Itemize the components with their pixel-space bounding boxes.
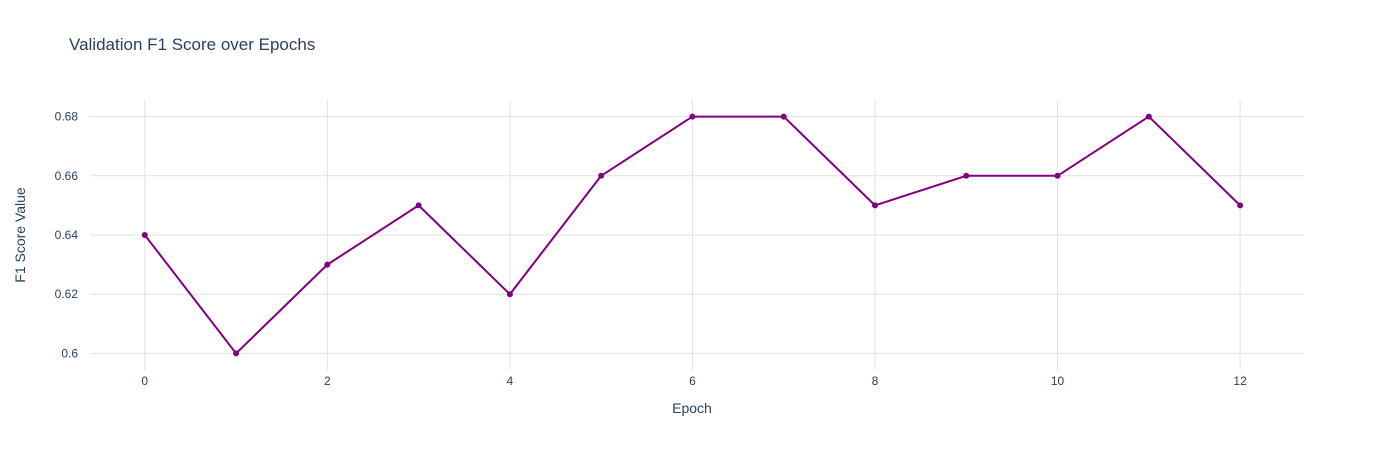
- x-tick-label: 2: [324, 374, 331, 388]
- data-point: [598, 172, 605, 179]
- chart-title: Validation F1 Score over Epochs: [69, 35, 315, 54]
- data-point: [689, 113, 696, 120]
- data-point: [871, 202, 878, 209]
- data-point: [141, 232, 148, 238]
- data-point: [1237, 202, 1244, 209]
- x-axis-title: Epoch: [672, 400, 712, 416]
- x-tick-label: 10: [1051, 374, 1065, 388]
- x-tick-label: 0: [141, 374, 148, 388]
- grid-lines: [90, 100, 1304, 370]
- y-tick-label: 0.6: [61, 346, 78, 360]
- data-point: [415, 202, 422, 209]
- x-tick-label: 4: [507, 374, 514, 388]
- y-axis-title: F1 Score Value: [12, 187, 28, 283]
- data-point: [1054, 172, 1061, 179]
- data-point: [1145, 113, 1152, 120]
- y-tick-label: 0.68: [55, 110, 79, 124]
- data-point: [780, 113, 787, 120]
- data-point: [233, 350, 240, 357]
- y-axis-ticks: 0.6 0.62 0.64 0.66 0.68: [55, 110, 79, 361]
- y-tick-label: 0.62: [55, 287, 79, 301]
- data-point: [324, 261, 331, 268]
- x-tick-label: 6: [689, 374, 696, 388]
- series-layer: [141, 113, 1244, 357]
- x-axis-ticks: 0 2 4 6 8 10 12: [141, 374, 1247, 388]
- data-point: [506, 291, 513, 298]
- y-tick-label: 0.64: [55, 228, 79, 242]
- x-tick-label: 12: [1233, 374, 1247, 388]
- y-tick-label: 0.66: [55, 169, 79, 183]
- data-point: [963, 172, 970, 179]
- x-tick-label: 8: [872, 374, 879, 388]
